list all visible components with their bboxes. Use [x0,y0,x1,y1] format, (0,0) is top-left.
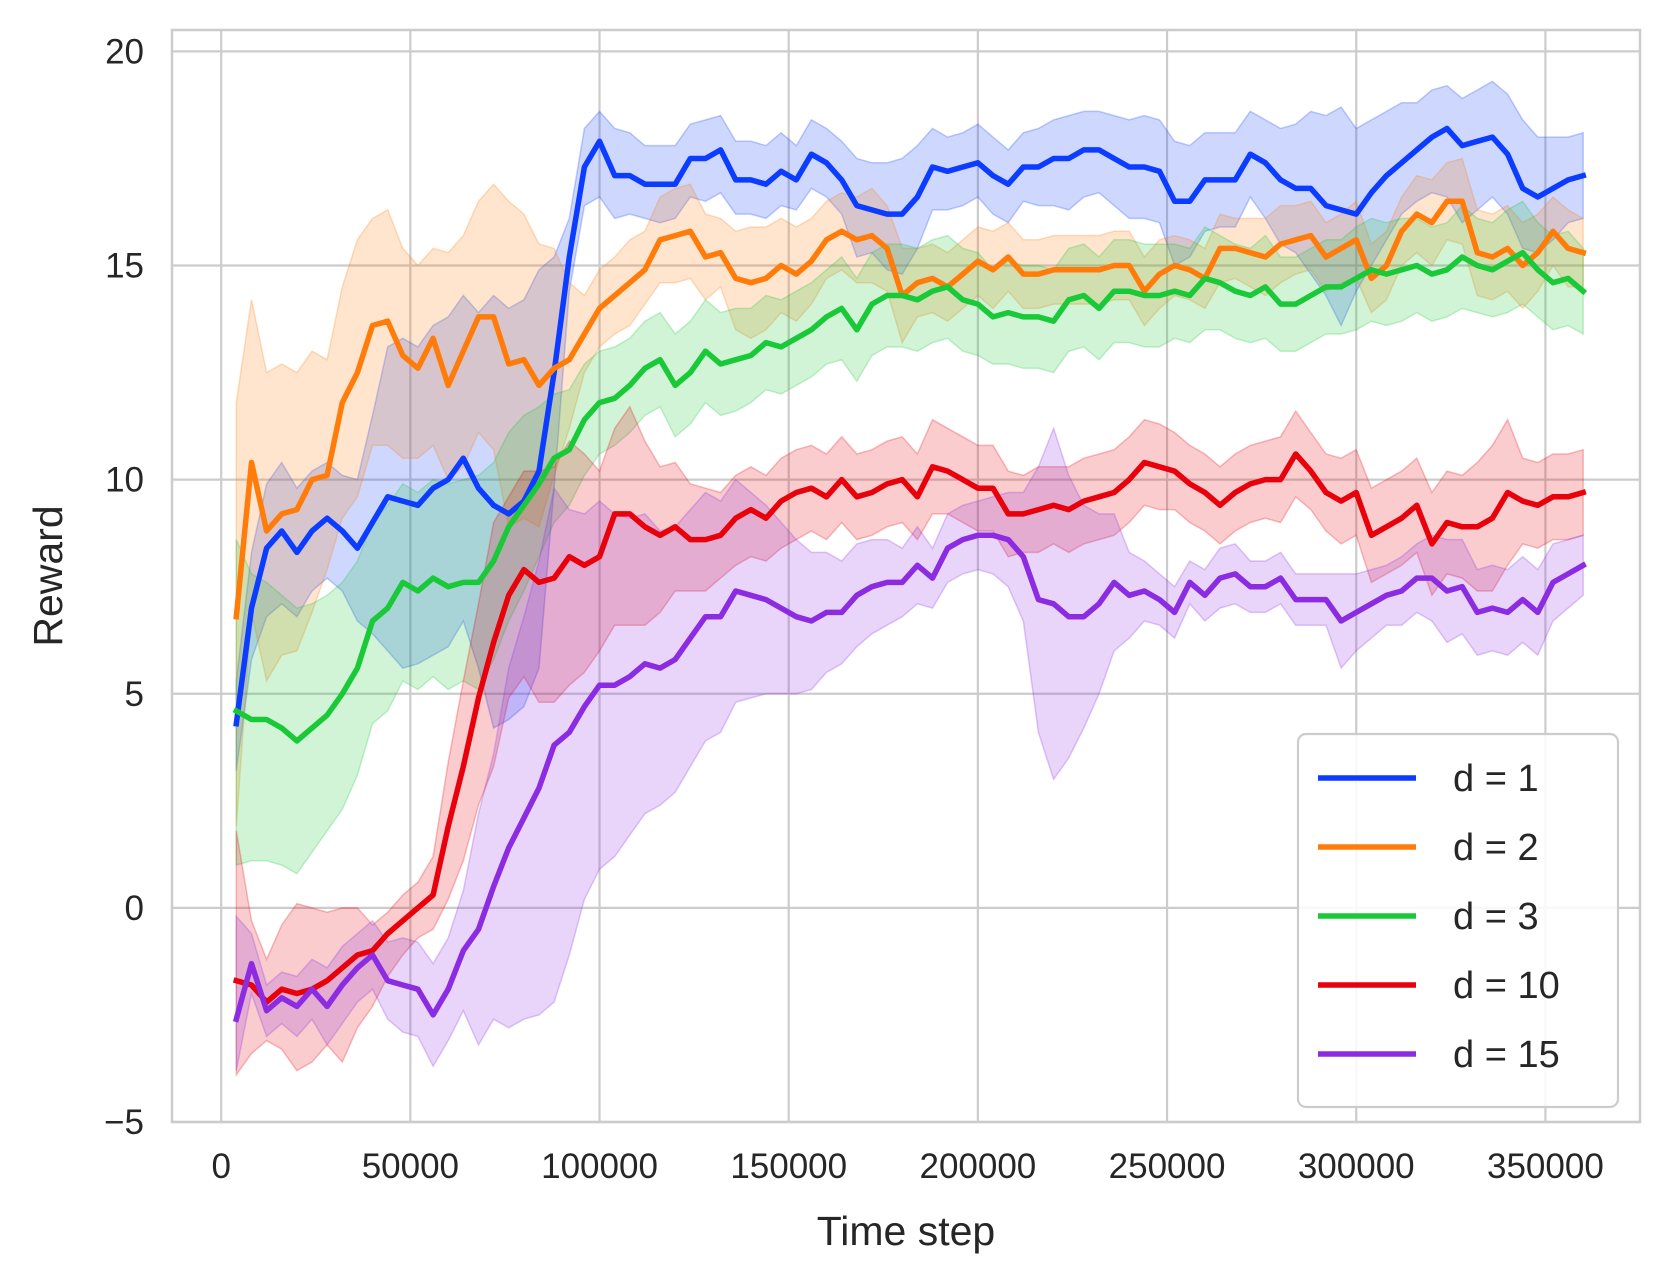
y-axis-label: Reward [25,505,71,646]
x-tick-label: 350000 [1487,1147,1604,1186]
x-axis-label: Time step [817,1208,995,1254]
legend-label-3: d = 10 [1453,965,1560,1007]
y-tick-label: 5 [125,675,144,714]
series-band-1 [235,157,1584,827]
x-tick-label: 0 [211,1147,230,1186]
x-tick-label: 250000 [1109,1147,1226,1186]
legend-frame [1296,732,1620,1109]
x-tick-label: 150000 [730,1147,847,1186]
legend: d = 1 d = 2 d = 3 d = 10 d = 15 [1296,732,1620,1109]
y-tick-label: −5 [104,1103,144,1142]
legend-label-1: d = 2 [1453,827,1539,869]
series-line-3 [232,451,1587,1005]
legend-label-4: d = 15 [1453,1034,1560,1076]
y-tick-label: 20 [105,32,144,71]
x-tick-label: 200000 [919,1147,1036,1186]
series-lines [232,125,1588,1023]
series-line-1 [233,198,1587,620]
series-line-2 [232,249,1588,744]
legend-label-2: d = 3 [1453,896,1539,938]
x-tick-labels: 0 50000 100000 150000 200000 250000 300000 3500… [211,1147,1603,1186]
y-tick-label: 0 [125,889,144,928]
series-band-0 [235,80,1584,771]
series-line-0 [233,125,1587,727]
y-tick-labels: −5 0 5 10 15 20 [104,32,144,1142]
x-tick-label: 100000 [541,1147,658,1186]
y-tick-label: 15 [105,247,144,286]
x-tick-label: 50000 [362,1147,459,1186]
legend-label-0: d = 1 [1453,758,1539,800]
series-band-3 [235,405,1584,1078]
y-tick-label: 10 [105,461,144,500]
x-tick-label: 300000 [1298,1147,1415,1186]
plot-frame [170,28,1642,1124]
series-band-4 [235,426,1584,1071]
series-line-4 [232,532,1587,1023]
